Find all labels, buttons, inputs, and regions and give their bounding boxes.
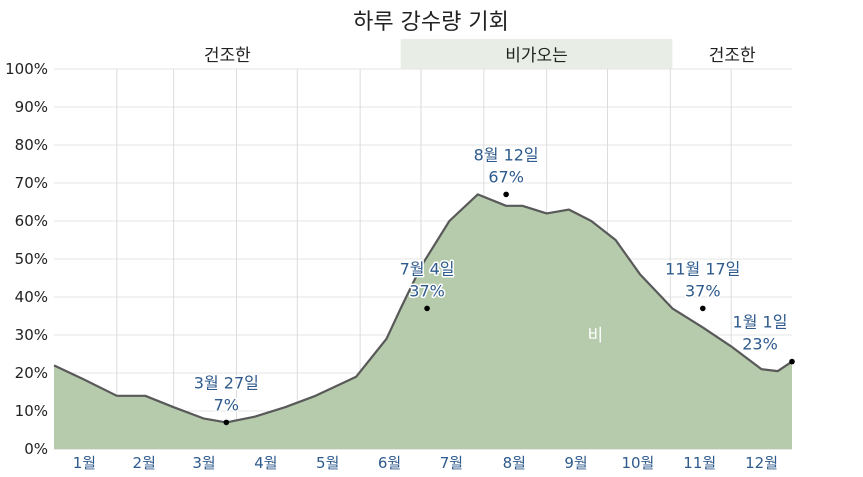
annotation-marker [424, 305, 430, 312]
annotation-date: 8월 12일 [474, 145, 539, 164]
x-tick-label: 4월 [254, 454, 277, 472]
annotation-marker [223, 419, 230, 426]
x-tick-label: 7월 [440, 454, 463, 472]
annotation-date: 7월 4일 [400, 259, 455, 278]
season-label-2: 건조한 [709, 46, 756, 66]
y-tick-label: 90% [15, 98, 48, 116]
annotation-date: 3월 27일 [194, 373, 259, 392]
annotation-date: 11월 17일 [665, 259, 740, 278]
annotation-marker [503, 191, 509, 198]
annotation-value: 23% [742, 335, 778, 354]
annotation-marker [789, 358, 795, 365]
annotation-date: 1월 1일 [733, 313, 788, 332]
x-tick-label: 6월 [378, 454, 401, 472]
y-tick-label: 20% [15, 364, 48, 382]
annotation-value: 7% [214, 395, 239, 414]
area-series: 비 [53, 193, 793, 449]
x-tick-label: 2월 [133, 454, 156, 472]
annotation-value: 67% [488, 167, 524, 186]
x-tick-label: 1월 [73, 454, 96, 472]
x-tick-label: 11월 [683, 454, 716, 472]
chart-title: 하루 강수량 기회 [353, 10, 509, 35]
x-tick-label: 10월 [621, 454, 654, 472]
y-tick-label: 0% [24, 440, 48, 458]
x-tick-label: 5월 [316, 454, 339, 472]
y-tick-label: 30% [15, 326, 48, 344]
season-label-1: 비가오는 [505, 46, 568, 66]
area-fill [54, 194, 792, 449]
x-tick-label: 9월 [564, 454, 587, 472]
season-band-1 [400, 39, 673, 69]
annotations: 3월 27일 7% 7월 4일 37% 8월 12일 67% 11월 17일 37% 1월 1일… [192, 144, 795, 426]
x-tick-label: 12월 [745, 454, 778, 472]
y-tick-label: 70% [15, 174, 48, 192]
y-tick-label: 80% [15, 136, 48, 154]
y-tick-label: 100% [5, 60, 48, 78]
y-tick-label: 10% [15, 402, 48, 420]
y-tick-label: 60% [15, 212, 48, 230]
season-bands: 건조한 비가오는 건조한 [204, 39, 756, 69]
y-tick-label: 40% [15, 288, 48, 306]
x-axis: 1월 2월 3월 4월 5월 6월 7월 8월 9월 10월 11월 12월 [73, 454, 778, 472]
annotation-marker [699, 305, 706, 312]
area-line [53, 193, 793, 424]
y-axis: 0% 10% 20% 30% 40% 50% 60% 70% 80% 90% 100% [5, 60, 48, 458]
annotation-value: 37% [409, 281, 445, 300]
y-tick-label: 50% [15, 250, 48, 268]
season-label-0: 건조한 [204, 46, 251, 66]
x-tick-label: 3월 [192, 454, 215, 472]
annotation-value: 37% [685, 281, 721, 300]
x-tick-label: 8월 [503, 454, 526, 472]
area-series-label: 비 [588, 326, 604, 346]
